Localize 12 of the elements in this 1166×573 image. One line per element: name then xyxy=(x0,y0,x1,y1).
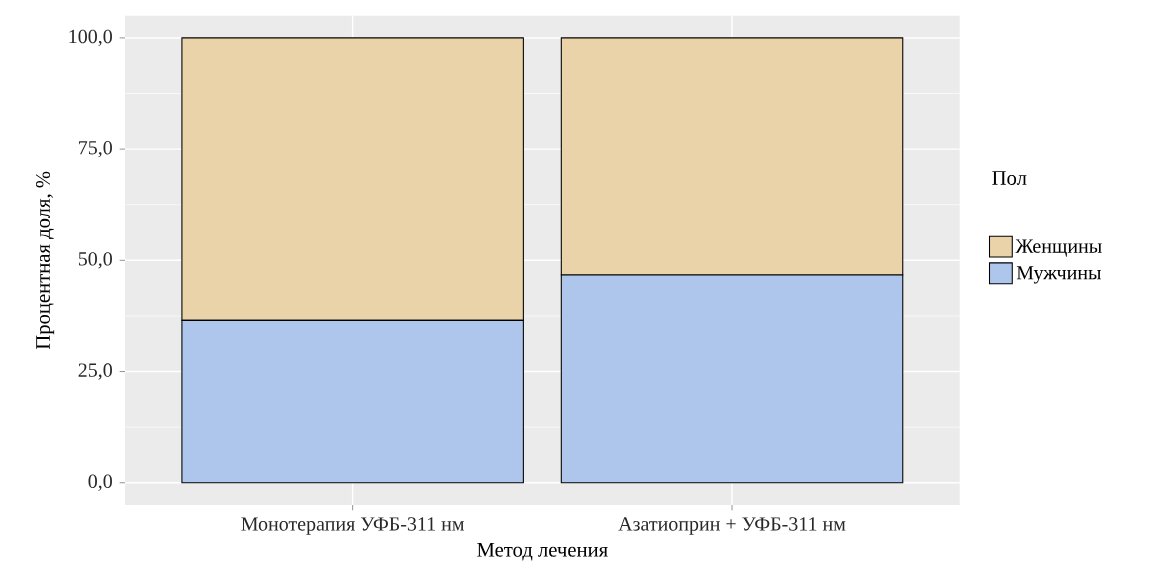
legend-label: Женщины xyxy=(1015,239,1102,257)
y-axis-title: Процентная доля, % xyxy=(36,171,55,350)
y-tick-label: 75,0 xyxy=(79,140,112,158)
x-tick-label: Азатиоприн + УФБ-311 нм xyxy=(618,517,846,535)
legend-label: Мужчины xyxy=(1016,266,1101,284)
y-tick-label: 25,0 xyxy=(78,363,112,380)
y-tick-label: 0,0 xyxy=(88,474,112,491)
x-axis-title: Метод лечения xyxy=(477,543,608,561)
y-tick-label: 50,0 xyxy=(78,252,112,269)
y-tick-label: 100,0 xyxy=(69,29,112,47)
x-tick-label: Монотерапия УФБ-311 нм xyxy=(241,517,465,535)
legend-title: Пол xyxy=(992,171,1027,185)
